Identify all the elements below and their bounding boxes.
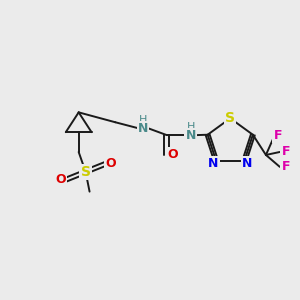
Text: F: F <box>281 146 290 158</box>
Text: N: N <box>242 157 252 170</box>
Text: N: N <box>208 157 218 170</box>
Text: H: H <box>186 122 195 132</box>
Text: H: H <box>139 115 147 125</box>
Text: O: O <box>167 148 178 161</box>
Text: F: F <box>274 129 282 142</box>
Text: S: S <box>225 111 235 125</box>
Text: F: F <box>281 160 290 173</box>
Text: O: O <box>56 173 66 186</box>
Text: S: S <box>81 165 91 179</box>
Text: N: N <box>185 129 196 142</box>
Text: N: N <box>138 122 148 135</box>
Text: O: O <box>105 158 116 170</box>
